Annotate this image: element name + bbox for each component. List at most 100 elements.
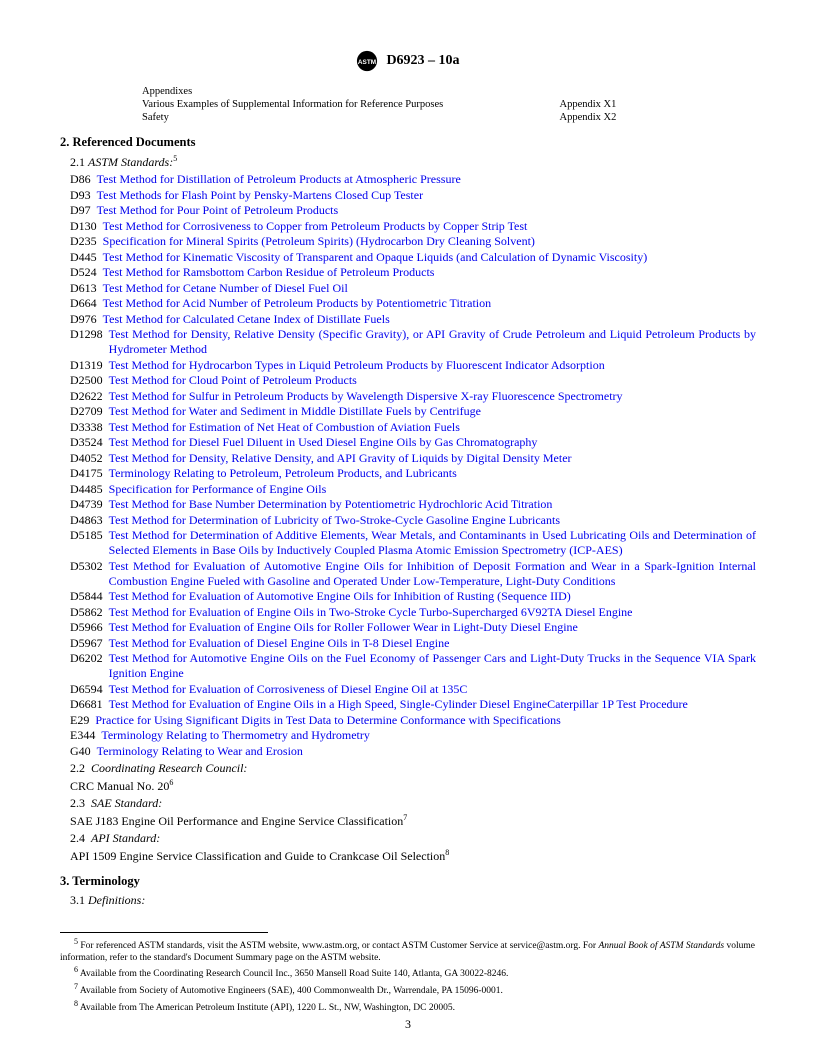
appendix-row-right: Appendix X2 (560, 112, 699, 123)
ref-item: D6681Test Method for Evaluation of Engin… (70, 697, 756, 712)
subsection-3-1: 3.1 Definitions: (70, 893, 756, 908)
ref-link[interactable]: Test Method for Density, Relative Densit… (109, 327, 756, 357)
ref-link[interactable]: Test Method for Density, Relative Densit… (109, 451, 756, 466)
ref-link[interactable]: Test Methods for Flash Point by Pensky-M… (97, 188, 756, 203)
astm-logo-icon: ASTM (356, 50, 378, 72)
ref-link[interactable]: Specification for Performance of Engine … (109, 482, 756, 497)
ref-code: G40 (70, 744, 97, 759)
ref-link[interactable]: Test Method for Estimation of Net Heat o… (109, 420, 756, 435)
ref-code: D93 (70, 188, 97, 203)
ref-code: D3524 (70, 435, 109, 450)
ref-link[interactable]: Test Method for Ramsbottom Carbon Residu… (103, 265, 756, 280)
ref-item: D4175Terminology Relating to Petroleum, … (70, 466, 756, 481)
footnote-sup: 5 (74, 937, 78, 946)
ref-link[interactable]: Test Method for Sulfur in Petroleum Prod… (109, 389, 756, 404)
ref-code: D130 (70, 219, 103, 234)
appendix-row-left: Various Examples of Supplemental Informa… (142, 99, 558, 110)
ref-item: D2500Test Method for Cloud Point of Petr… (70, 373, 756, 388)
ref-code: D2500 (70, 373, 109, 388)
ref-link[interactable]: Test Method for Evaluation of Engine Oil… (109, 605, 756, 620)
ref-link[interactable]: Specification for Mineral Spirits (Petro… (103, 234, 756, 249)
ref-item: D1319Test Method for Hydrocarbon Types i… (70, 358, 756, 373)
ref-link[interactable]: Test Method for Determination of Lubrici… (109, 513, 756, 528)
ref-item: D664Test Method for Acid Number of Petro… (70, 296, 756, 311)
ref-item: D5302Test Method for Evaluation of Autom… (70, 559, 756, 589)
ref-item: D130Test Method for Corrosiveness to Cop… (70, 219, 756, 234)
ref-item: D4485Specification for Performance of En… (70, 482, 756, 497)
appendix-row-right: Appendix X1 (560, 99, 699, 110)
ref-code: D5302 (70, 559, 109, 589)
ref-link[interactable]: Test Method for Distillation of Petroleu… (97, 172, 756, 187)
ref-link[interactable]: Test Method for Pour Point of Petroleum … (97, 203, 756, 218)
ref-link[interactable]: Test Method for Corrosiveness to Copper … (103, 219, 756, 234)
subsection-2-1: 2.1 ASTM Standards:5 (70, 154, 756, 170)
footnote-sup: 7 (74, 982, 78, 991)
ref-link[interactable]: Test Method for Evaluation of Engine Oil… (109, 697, 756, 712)
ref-code: D445 (70, 250, 103, 265)
footnote-sup: 8 (74, 999, 78, 1008)
ref-item: D86Test Method for Distillation of Petro… (70, 172, 756, 187)
ref-item: D5844Test Method for Evaluation of Autom… (70, 589, 756, 604)
ref-item: D235Specification for Mineral Spirits (P… (70, 234, 756, 249)
designation-text: D6923 – 10a (386, 53, 459, 69)
footnote-line: 7 Available from Society of Automotive E… (60, 982, 756, 998)
ref-link[interactable]: Terminology Relating to Thermometry and … (101, 728, 756, 743)
ref-link[interactable]: Test Method for Acid Number of Petroleum… (103, 296, 756, 311)
ref-item: D3524Test Method for Diesel Fuel Diluent… (70, 435, 756, 450)
footnote-line: 6 Available from the Coordinating Resear… (60, 965, 756, 981)
appendix-row-left: Safety (142, 112, 558, 123)
footnote-rule (60, 932, 268, 936)
ref-item: D524Test Method for Ramsbottom Carbon Re… (70, 265, 756, 280)
ref-code: D4863 (70, 513, 109, 528)
ref-code: D4052 (70, 451, 109, 466)
ref-link[interactable]: Test Method for Evaluation of Engine Oil… (109, 620, 756, 635)
ref-code: D976 (70, 312, 103, 327)
ref-link[interactable]: Test Method for Evaluation of Corrosiven… (109, 682, 756, 697)
ref-link[interactable]: Test Method for Cetane Number of Diesel … (103, 281, 756, 296)
ref-link[interactable]: Test Method for Water and Sediment in Mi… (109, 404, 756, 419)
ref-item: D3338Test Method for Estimation of Net H… (70, 420, 756, 435)
ref-code: D1298 (70, 327, 109, 357)
api-line: API 1509 Engine Service Classification a… (70, 848, 756, 864)
ref-item: G40Terminology Relating to Wear and Eros… (70, 744, 756, 759)
ref-item: E344Terminology Relating to Thermometry … (70, 728, 756, 743)
ref-code: D613 (70, 281, 103, 296)
ref-item: D6202Test Method for Automotive Engine O… (70, 651, 756, 681)
section-3-heading: 3. Terminology (60, 874, 756, 889)
ref-code: D2622 (70, 389, 109, 404)
ref-link[interactable]: Test Method for Diesel Fuel Diluent in U… (109, 435, 756, 450)
ref-link[interactable]: Test Method for Automotive Engine Oils o… (109, 651, 756, 681)
ref-item: D445Test Method for Kinematic Viscosity … (70, 250, 756, 265)
ref-link[interactable]: Terminology Relating to Wear and Erosion (97, 744, 756, 759)
page-header: ASTM D6923 – 10a (60, 50, 756, 72)
ref-code: D5844 (70, 589, 109, 604)
ref-link[interactable]: Test Method for Base Number Determinatio… (109, 497, 756, 512)
ref-link[interactable]: Test Method for Calculated Cetane Index … (103, 312, 756, 327)
ref-code: D86 (70, 172, 97, 187)
ref-link[interactable]: Test Method for Determination of Additiv… (109, 528, 756, 558)
ref-link[interactable]: Practice for Using Significant Digits in… (95, 713, 756, 728)
ref-code: D4175 (70, 466, 109, 481)
astm-standards-list: D86Test Method for Distillation of Petro… (70, 172, 756, 759)
ref-link[interactable]: Test Method for Cloud Point of Petroleum… (109, 373, 756, 388)
ref-code: D5966 (70, 620, 109, 635)
ref-code: D235 (70, 234, 103, 249)
footnote-italic: Annual Book of ASTM Standards (598, 941, 724, 951)
ref-code: D6202 (70, 651, 109, 681)
ref-item: D5862Test Method for Evaluation of Engin… (70, 605, 756, 620)
ref-code: D524 (70, 265, 103, 280)
ref-item: D2622Test Method for Sulfur in Petroleum… (70, 389, 756, 404)
footnotes: 5 For referenced ASTM standards, visit t… (60, 937, 756, 1016)
page-number: 3 (0, 1017, 816, 1032)
ref-link[interactable]: Test Method for Hydrocarbon Types in Liq… (109, 358, 756, 373)
ref-link[interactable]: Test Method for Evaluation of Automotive… (109, 589, 756, 604)
ref-link[interactable]: Test Method for Evaluation of Diesel Eng… (109, 636, 756, 651)
sae-line: SAE J183 Engine Oil Performance and Engi… (70, 813, 756, 829)
ref-link[interactable]: Test Method for Kinematic Viscosity of T… (103, 250, 756, 265)
ref-link[interactable]: Test Method for Evaluation of Automotive… (109, 559, 756, 589)
ref-link[interactable]: Terminology Relating to Petroleum, Petro… (109, 466, 756, 481)
ref-code: D5185 (70, 528, 109, 558)
ref-code: D4485 (70, 482, 109, 497)
ref-item: D6594Test Method for Evaluation of Corro… (70, 682, 756, 697)
ref-item: E29Practice for Using Significant Digits… (70, 713, 756, 728)
